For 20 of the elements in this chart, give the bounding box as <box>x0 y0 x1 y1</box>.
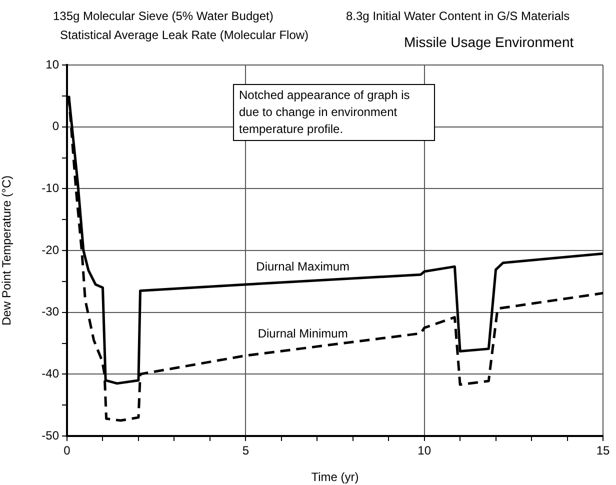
y-axis-title: Dew Point Temperature (°C) <box>0 176 14 326</box>
series-label: Diurnal Maximum <box>256 260 350 274</box>
series-label: Diurnal Minimum <box>258 326 348 341</box>
x-axis-title: Time (yr) <box>311 470 359 484</box>
x-tick-label: 5 <box>242 444 250 458</box>
x-tick-label: 0 <box>64 444 71 458</box>
text: Statistical Average Leak Rate (Molecular Flow) <box>60 28 309 42</box>
x-tick-label: 10 <box>418 444 432 458</box>
y-tick-label: -20 <box>42 242 60 257</box>
y-tick-label: -40 <box>42 366 60 380</box>
x-tick-label: 15 <box>596 444 610 458</box>
y-tick-label: 10 <box>46 57 60 72</box>
y-tick-label: -50 <box>42 428 60 442</box>
text: 8.3g Initial Water Content in G/S Materials <box>346 9 570 23</box>
chart-subtitle: 135g Molecular Sieve (5% Water Budget) <box>53 9 274 23</box>
annotation: Notched appearance of graph is due to change in environment temperature profile. <box>233 84 435 141</box>
y-tick-label: -10 <box>42 180 60 195</box>
y-tick-label: -30 <box>42 304 60 319</box>
chart-title: Missile Usage Environment <box>404 34 574 50</box>
y-tick-label: 0 <box>52 119 60 134</box>
